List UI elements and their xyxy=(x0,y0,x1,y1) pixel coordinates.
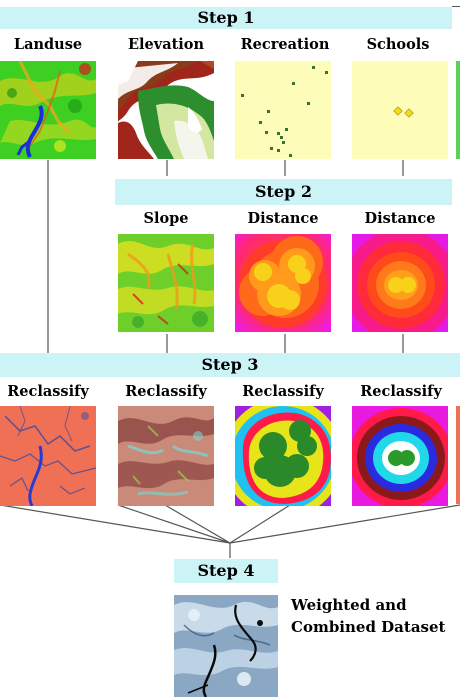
landuse-label: Landuse xyxy=(13,36,83,53)
reclassified-schools-map xyxy=(352,406,448,506)
step-4-band: Step 4 xyxy=(174,559,278,583)
schools-label: Schools xyxy=(366,36,430,53)
landuse-map xyxy=(0,61,96,159)
step-1-band: Step 1 xyxy=(0,7,452,29)
slope-label: Slope xyxy=(143,210,189,227)
merge-line-1 xyxy=(0,504,231,544)
step-1-label: Step 1 xyxy=(197,8,255,27)
reclassified-landuse-map xyxy=(0,406,96,506)
reclassify-schools-label: Reclassify xyxy=(360,383,442,400)
elevation-label: Elevation xyxy=(127,36,205,53)
recreation-label: Recreation xyxy=(240,36,330,53)
result-caption-line-1: Weighted and xyxy=(291,596,407,614)
reclassified-slope-map xyxy=(118,406,214,506)
merge-line-4 xyxy=(229,504,291,544)
distance-recreation-map xyxy=(235,234,331,332)
schools-map xyxy=(352,61,448,159)
result-caption: Weighted and Combined Dataset xyxy=(291,594,445,638)
step-4-label: Step 4 xyxy=(197,561,255,580)
cropped-tile-edge xyxy=(456,61,460,159)
distance-schools-label: Distance xyxy=(364,210,436,227)
combined-result-map xyxy=(174,595,278,697)
step-2-label: Step 2 xyxy=(254,182,312,201)
reclassify-slope-label: Reclassify xyxy=(125,383,207,400)
recreation-map xyxy=(235,61,331,159)
step-3-label: Step 3 xyxy=(201,355,259,374)
step-3-band: Step 3 xyxy=(0,353,460,377)
reclassify-recreation-label: Reclassify xyxy=(242,383,324,400)
cropped-reclass-edge xyxy=(456,406,460,504)
merge-line-5 xyxy=(229,504,460,544)
slope-map xyxy=(118,234,214,332)
elevation-map xyxy=(118,61,214,159)
reclassified-recreation-map xyxy=(235,406,331,506)
reclassify-landuse-label: Reclassify xyxy=(7,383,89,400)
merge-line-3 xyxy=(164,504,231,544)
result-caption-line-2: Combined Dataset xyxy=(291,618,446,636)
step-2-band: Step 2 xyxy=(115,179,452,205)
distance-schools-map xyxy=(352,234,448,332)
corner-tick xyxy=(452,6,460,7)
distance-recreation-label: Distance xyxy=(247,210,319,227)
merge-line-2 xyxy=(117,504,231,544)
